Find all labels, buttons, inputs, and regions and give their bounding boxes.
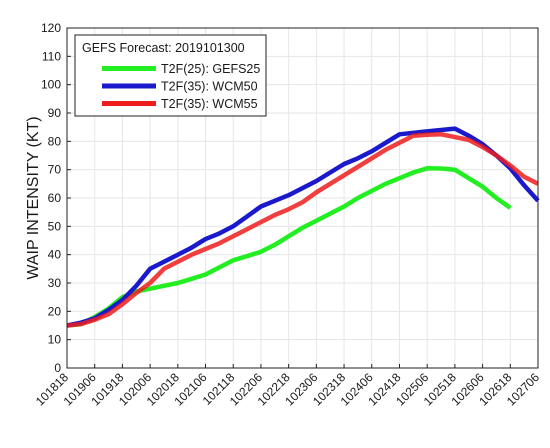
series-line-1 bbox=[66, 126, 540, 328]
y-tick-label: 70 bbox=[48, 163, 62, 177]
legend-label-wcm55: T2F(35): WCM55 bbox=[161, 97, 258, 111]
y-tick-label: 0 bbox=[54, 361, 61, 375]
grid bbox=[66, 27, 539, 369]
y-tick-label: 40 bbox=[48, 248, 62, 262]
y-axis-title: WAIP INTENSITY (KT) bbox=[25, 116, 42, 279]
y-tick-label: 110 bbox=[42, 49, 61, 63]
y-tick-label: 120 bbox=[41, 21, 61, 35]
y-tick-label: 60 bbox=[48, 191, 62, 205]
legend: GEFS Forecast: 2019101300 T2F(25): GEFS2… bbox=[74, 34, 267, 117]
y-tick-label: 10 bbox=[48, 333, 62, 347]
legend-label-wcm50: T2F(35): WCM50 bbox=[161, 80, 258, 94]
y-axis: 0 10 20 30 40 50 60 70 80 90 100 110 120 bbox=[41, 21, 71, 375]
series-layer bbox=[66, 126, 540, 328]
y-tick-label: 20 bbox=[48, 304, 62, 318]
y-tick-label: 100 bbox=[41, 78, 61, 92]
y-tick-label: 90 bbox=[48, 106, 62, 120]
y-tick-label: 50 bbox=[48, 219, 62, 233]
y-tick-label: 30 bbox=[48, 276, 62, 290]
y-tick-label: 80 bbox=[48, 134, 62, 148]
legend-label-gefs25: T2F(25): GEFS25 bbox=[161, 62, 260, 76]
x-axis: 1018181019061019181020061020181021061021… bbox=[33, 364, 542, 408]
series-line-2 bbox=[66, 132, 540, 328]
legend-title: GEFS Forecast: 2019101300 bbox=[82, 41, 245, 55]
